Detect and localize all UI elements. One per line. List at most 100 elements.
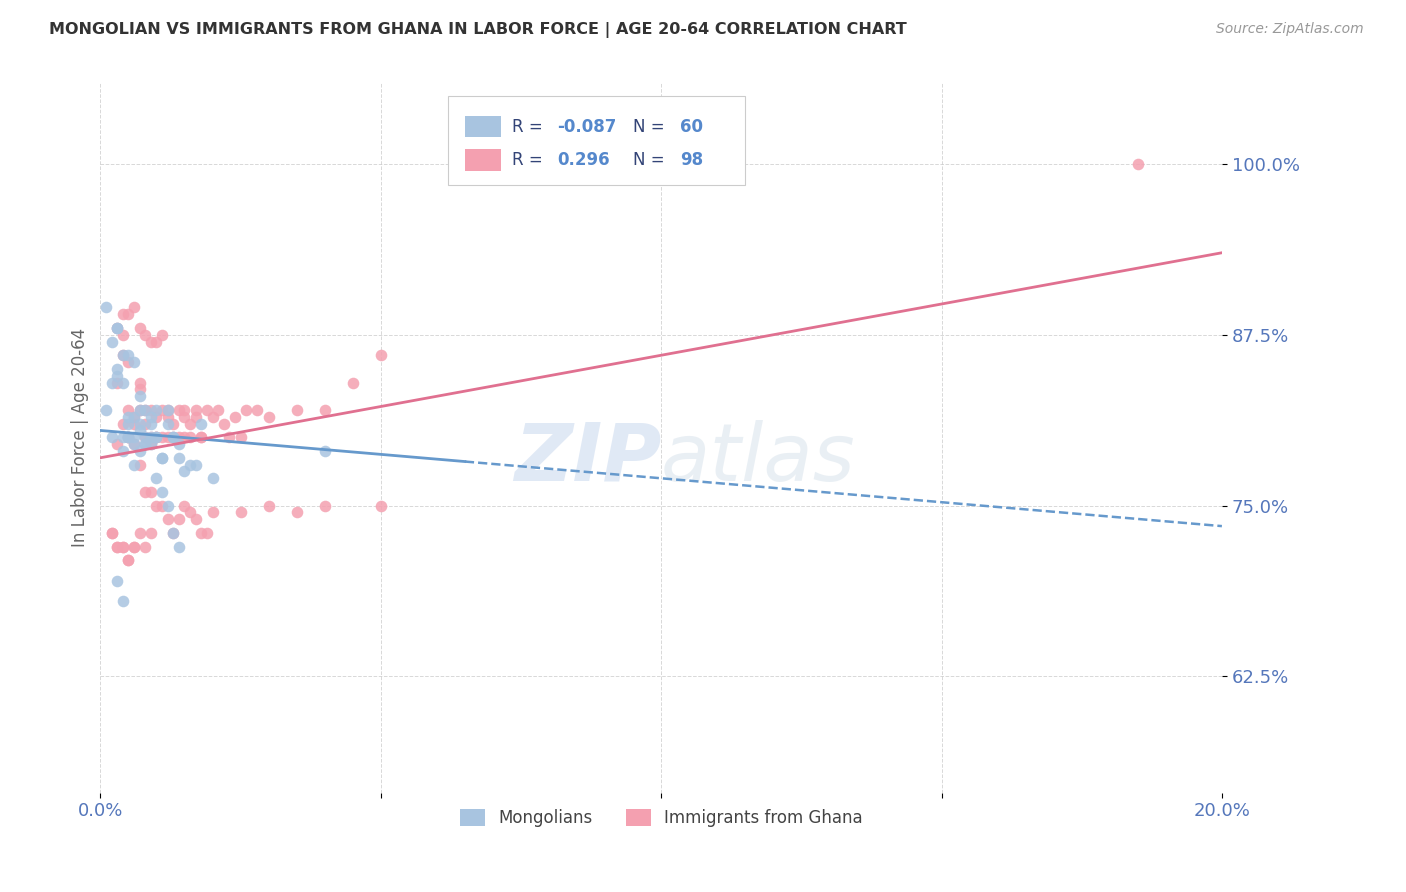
Point xyxy=(145,471,167,485)
Point xyxy=(117,553,139,567)
Point xyxy=(246,403,269,417)
Point xyxy=(122,437,145,451)
Point xyxy=(100,525,122,540)
Point xyxy=(111,327,134,342)
Point xyxy=(139,437,162,451)
Point xyxy=(179,458,201,472)
Point xyxy=(100,334,122,349)
Point xyxy=(156,430,179,444)
Point xyxy=(370,499,392,513)
Point xyxy=(156,499,179,513)
Point xyxy=(314,499,336,513)
Point xyxy=(207,403,229,417)
Legend: Mongolians, Immigrants from Ghana: Mongolians, Immigrants from Ghana xyxy=(453,803,869,834)
Point xyxy=(128,444,150,458)
Point xyxy=(105,368,128,383)
Point xyxy=(145,430,167,444)
Point xyxy=(145,430,167,444)
Point xyxy=(117,430,139,444)
Point xyxy=(229,430,252,444)
Point xyxy=(145,430,167,444)
Point xyxy=(111,417,134,431)
Point xyxy=(117,307,139,321)
Point xyxy=(150,450,173,465)
Point xyxy=(173,465,195,479)
Point xyxy=(111,376,134,390)
Point xyxy=(145,499,167,513)
Point xyxy=(150,403,173,417)
Point xyxy=(150,327,173,342)
Point xyxy=(128,458,150,472)
Point xyxy=(117,403,139,417)
Point xyxy=(134,327,156,342)
Point xyxy=(145,430,167,444)
Point xyxy=(167,450,190,465)
Point xyxy=(111,540,134,554)
Point xyxy=(162,525,184,540)
Point xyxy=(100,525,122,540)
Point xyxy=(117,430,139,444)
Point xyxy=(257,409,280,424)
Text: 0.296: 0.296 xyxy=(557,151,609,169)
Point xyxy=(184,403,207,417)
Point xyxy=(201,505,224,519)
Point xyxy=(117,553,139,567)
Point xyxy=(156,512,179,526)
Y-axis label: In Labor Force | Age 20-64: In Labor Force | Age 20-64 xyxy=(72,327,89,547)
Point xyxy=(117,430,139,444)
Point xyxy=(111,444,134,458)
Point xyxy=(134,403,156,417)
Point xyxy=(128,321,150,335)
Point xyxy=(128,424,150,438)
Point xyxy=(105,574,128,588)
Bar xyxy=(465,116,501,137)
Point xyxy=(162,525,184,540)
Point xyxy=(173,499,195,513)
Point xyxy=(179,417,201,431)
Text: -0.087: -0.087 xyxy=(557,118,616,136)
Point xyxy=(111,348,134,362)
Point xyxy=(111,540,134,554)
Point xyxy=(105,321,128,335)
Text: Source: ZipAtlas.com: Source: ZipAtlas.com xyxy=(1216,22,1364,37)
Point xyxy=(122,409,145,424)
Point xyxy=(139,403,162,417)
Text: N =: N = xyxy=(633,151,669,169)
Point xyxy=(1126,157,1149,171)
Text: ZIP: ZIP xyxy=(513,419,661,498)
Point xyxy=(184,409,207,424)
Point xyxy=(134,485,156,500)
Point xyxy=(134,430,156,444)
Point xyxy=(342,376,364,390)
Text: N =: N = xyxy=(633,118,669,136)
Point xyxy=(145,334,167,349)
Point xyxy=(128,525,150,540)
Point xyxy=(195,403,218,417)
Point xyxy=(94,403,117,417)
Point xyxy=(128,376,150,390)
Point xyxy=(235,403,257,417)
Point xyxy=(156,403,179,417)
Point xyxy=(111,348,134,362)
Point xyxy=(145,409,167,424)
Point xyxy=(122,540,145,554)
Point xyxy=(162,430,184,444)
Point xyxy=(105,362,128,376)
Point xyxy=(139,409,162,424)
Point xyxy=(105,321,128,335)
Point xyxy=(100,376,122,390)
Point xyxy=(111,307,134,321)
Point xyxy=(184,512,207,526)
Point xyxy=(134,403,156,417)
Point xyxy=(134,540,156,554)
Point xyxy=(285,505,308,519)
Point xyxy=(134,437,156,451)
Point xyxy=(162,417,184,431)
Point xyxy=(122,409,145,424)
Point xyxy=(139,417,162,431)
Point xyxy=(128,417,150,431)
Point xyxy=(139,430,162,444)
Point xyxy=(156,417,179,431)
Point xyxy=(94,301,117,315)
Point xyxy=(150,485,173,500)
